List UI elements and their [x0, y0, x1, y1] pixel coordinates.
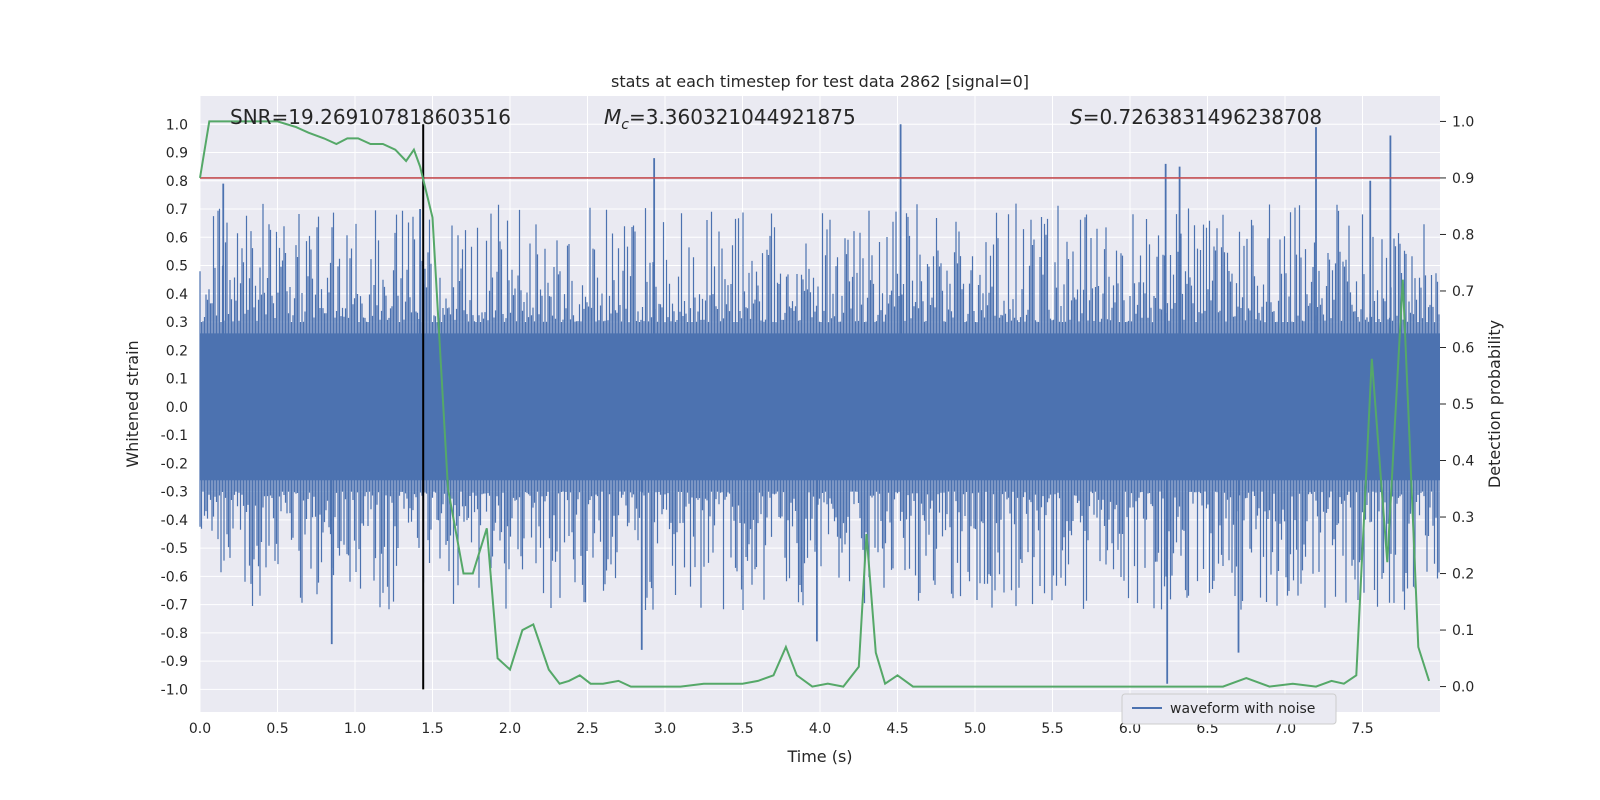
s-annotation: S=0.7263831496238708	[1070, 105, 1322, 129]
y-tick-label: -1.0	[161, 682, 188, 698]
chart-title: stats at each timestep for test data 286…	[611, 72, 1029, 91]
y-tick-label: 0.8	[166, 174, 188, 190]
snr-annotation: SNR=19.269107818603516	[230, 105, 511, 129]
y2-tick-label: 0.5	[1452, 397, 1474, 413]
x-tick-label: 4.5	[886, 721, 908, 737]
y2-tick-label: 0.7	[1452, 284, 1474, 300]
y2-tick-label: 0.2	[1452, 567, 1474, 583]
x-tick-label: 2.5	[576, 721, 598, 737]
y2-tick-label: 0.1	[1452, 623, 1474, 639]
s-symbol: S	[1070, 105, 1083, 129]
y-tick-label: 0.6	[166, 230, 188, 246]
legend-box	[1121, 693, 1337, 725]
chirp-mass-annotation: Mc=3.360321044921875	[604, 105, 856, 133]
y-tick-label: -0.9	[161, 654, 188, 670]
y-tick-label: -0.4	[161, 513, 188, 529]
s-value: =0.7263831496238708	[1083, 105, 1322, 129]
x-tick-label: 5.0	[964, 721, 986, 737]
x-tick-label: 2.0	[499, 721, 521, 737]
x-axis-ticks: 0.0 0.5 1.0 1.5 2.0 2.5 3.0 3.5 4.0 4.5 5.0 5.5 6.0 6…	[189, 721, 1374, 737]
legend: waveform with noise	[1121, 693, 1337, 725]
x-tick-label: 1.5	[421, 721, 443, 737]
y-tick-label: 0.3	[166, 315, 188, 331]
mc-value: =3.360321044921875	[629, 105, 856, 129]
y-axis-label: Whitened strain	[123, 340, 142, 467]
y-tick-label: 0.9	[166, 146, 188, 162]
y-tick-label: 0.7	[166, 202, 188, 218]
y-tick-label: -0.5	[161, 541, 188, 557]
y-axis-ticks: 1.0 0.9 0.8 0.7 0.6 0.5 0.4 0.3 0.2 0.1 0.0 -0.1 -0.…	[161, 117, 188, 698]
legend-label: waveform with noise	[1170, 701, 1315, 717]
x-tick-label: 1.0	[344, 721, 366, 737]
y2-tick-label: 0.0	[1452, 680, 1474, 696]
y2-tick-label: 0.4	[1452, 454, 1474, 470]
y-tick-label: 0.5	[166, 259, 188, 275]
y2-tick-label: 0.8	[1452, 227, 1474, 243]
x-tick-label: 0.5	[266, 721, 288, 737]
y-tick-label: 1.0	[166, 117, 188, 133]
y-tick-label: -0.8	[161, 626, 188, 642]
y2-axis-ticks: 1.0 0.9 0.8 0.7 0.6 0.5 0.4 0.3 0.2 0.1 0.0	[1440, 114, 1474, 696]
x-axis-label: Time (s)	[786, 747, 852, 766]
y2-tick-label: 1.0	[1452, 114, 1474, 130]
y-tick-label: 0.1	[166, 372, 188, 388]
y2-axis-label: Detection probability	[1485, 320, 1504, 488]
x-tick-label: 7.5	[1351, 721, 1373, 737]
x-tick-label: 6.5	[1196, 721, 1218, 737]
y-tick-label: -0.2	[161, 456, 188, 472]
y-tick-label: 0.2	[166, 343, 188, 359]
y-tick-label: 0.0	[166, 400, 188, 416]
waveform-noise	[199, 203, 1440, 610]
mc-symbol: M	[604, 105, 621, 129]
x-tick-label: 0.0	[189, 721, 211, 737]
x-tick-label: 7.0	[1274, 721, 1296, 737]
x-tick-label: 5.5	[1041, 721, 1063, 737]
y-tick-label: -0.1	[161, 428, 188, 444]
x-tick-label: 3.0	[654, 721, 676, 737]
detection-probability-line	[199, 120, 1431, 688]
x-tick-label: 4.0	[809, 721, 831, 737]
waveform-series	[199, 124, 1440, 684]
mc-subscript: c	[621, 117, 629, 133]
y-tick-label: -0.6	[161, 569, 188, 585]
y-tick-label: -0.7	[161, 598, 188, 614]
y-tick-label: 0.4	[166, 287, 188, 303]
y2-tick-label: 0.9	[1452, 171, 1474, 187]
y2-tick-label: 0.6	[1452, 340, 1474, 356]
y2-tick-label: 0.3	[1452, 510, 1474, 526]
x-tick-label: 3.5	[731, 721, 753, 737]
y-tick-label: -0.3	[161, 485, 188, 501]
x-tick-label: 6.0	[1119, 721, 1141, 737]
